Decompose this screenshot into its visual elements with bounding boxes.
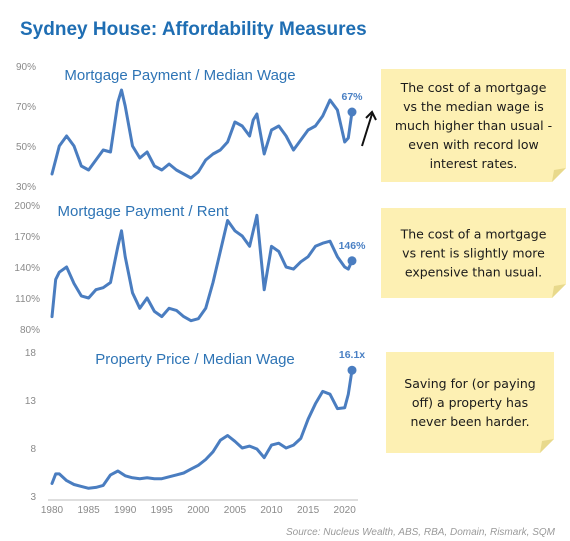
note-fold xyxy=(552,284,566,298)
y-tick-label: 30% xyxy=(16,182,36,193)
y-tick-label: 50% xyxy=(16,142,36,153)
y-tick-label: 8 xyxy=(30,444,36,455)
y-tick-label: 3 xyxy=(30,492,36,503)
panel-2: Mortgage Payment / Rent 200% 170% 140% 110% 8… xyxy=(14,201,366,336)
x-axis: 1980 1985 1990 1995 2000 2005 2010 2015 2020 xyxy=(41,499,358,516)
sticky-note-1: The cost of a mortgage vs the median wage… xyxy=(381,69,566,182)
end-point-marker xyxy=(347,107,357,117)
x-tick-label: 2005 xyxy=(224,505,247,516)
y-tick-label: 70% xyxy=(16,102,36,113)
note-line: much higher than usual - xyxy=(395,118,552,133)
end-point-marker xyxy=(347,256,357,266)
sticky-note-3: Saving for (or paying off) a property has… xyxy=(386,352,554,453)
y-tick-label: 18 xyxy=(25,348,37,359)
note-paper xyxy=(381,208,566,298)
y-tick-label: 200% xyxy=(14,201,40,212)
y-tick-label: 90% xyxy=(16,62,36,73)
x-tick-label: 2020 xyxy=(334,505,357,516)
y-tick-label: 110% xyxy=(15,294,40,305)
x-tick-label: 1980 xyxy=(41,505,64,516)
source-note: Source: Nucleus Wealth, ABS, RBA, Domain… xyxy=(286,527,556,538)
series-line xyxy=(50,88,354,180)
sticky-note-2: The cost of a mortgage vs rent is slightl… xyxy=(381,208,566,298)
note-paper xyxy=(386,352,554,453)
note-line: The cost of a mortgage xyxy=(400,227,547,242)
note-fold xyxy=(540,439,554,453)
panel-1-title: Mortgage Payment / Median Wage xyxy=(64,67,295,84)
note-line: expensive than usual. xyxy=(405,265,542,280)
note-line: off) a property has xyxy=(412,395,528,410)
note-line: vs rent is slightly more xyxy=(402,246,545,261)
chart-panels: Mortgage Payment / Median Wage 90% 70% 50% 3… xyxy=(14,62,366,503)
end-value-label: 146% xyxy=(339,240,367,252)
x-tick-label: 1995 xyxy=(151,505,174,516)
y-tick-label: 170% xyxy=(14,232,40,243)
note-line: vs the median wage is xyxy=(403,99,544,114)
series-line xyxy=(50,368,354,490)
series-line xyxy=(50,213,354,323)
panel-3-title: Property Price / Median Wage xyxy=(95,351,295,368)
panel-1: Mortgage Payment / Median Wage 90% 70% 50% 3… xyxy=(16,62,363,193)
note-line: Saving for (or paying xyxy=(404,376,535,391)
end-value-label: 16.1x xyxy=(339,349,365,361)
x-tick-label: 2000 xyxy=(187,505,210,516)
x-tick-label: 1990 xyxy=(114,505,137,516)
note-line: even with record low xyxy=(408,137,538,152)
note-line: never been harder. xyxy=(410,414,529,429)
note-line: interest rates. xyxy=(430,156,518,171)
x-tick-label: 1985 xyxy=(77,505,100,516)
arrow-icon xyxy=(361,110,377,147)
y-tick-label: 140% xyxy=(14,263,40,274)
end-value-label: 67% xyxy=(341,91,363,103)
panel-2-title: Mortgage Payment / Rent xyxy=(58,203,230,220)
end-point-marker xyxy=(347,365,357,375)
x-tick-label: 2010 xyxy=(260,505,283,516)
sticky-notes: The cost of a mortgage vs the median wage… xyxy=(381,69,566,453)
note-fold xyxy=(552,168,566,182)
x-tick-label: 2015 xyxy=(297,505,320,516)
panel-3: Property Price / Median Wage 18 13 8 3 16.1x xyxy=(25,348,365,503)
y-tick-label: 80% xyxy=(20,325,40,336)
y-tick-label: 13 xyxy=(25,396,37,407)
main-title: Sydney House: Affordability Measures xyxy=(20,19,367,40)
note-paper xyxy=(381,69,566,182)
note-line: The cost of a mortgage xyxy=(400,80,547,95)
